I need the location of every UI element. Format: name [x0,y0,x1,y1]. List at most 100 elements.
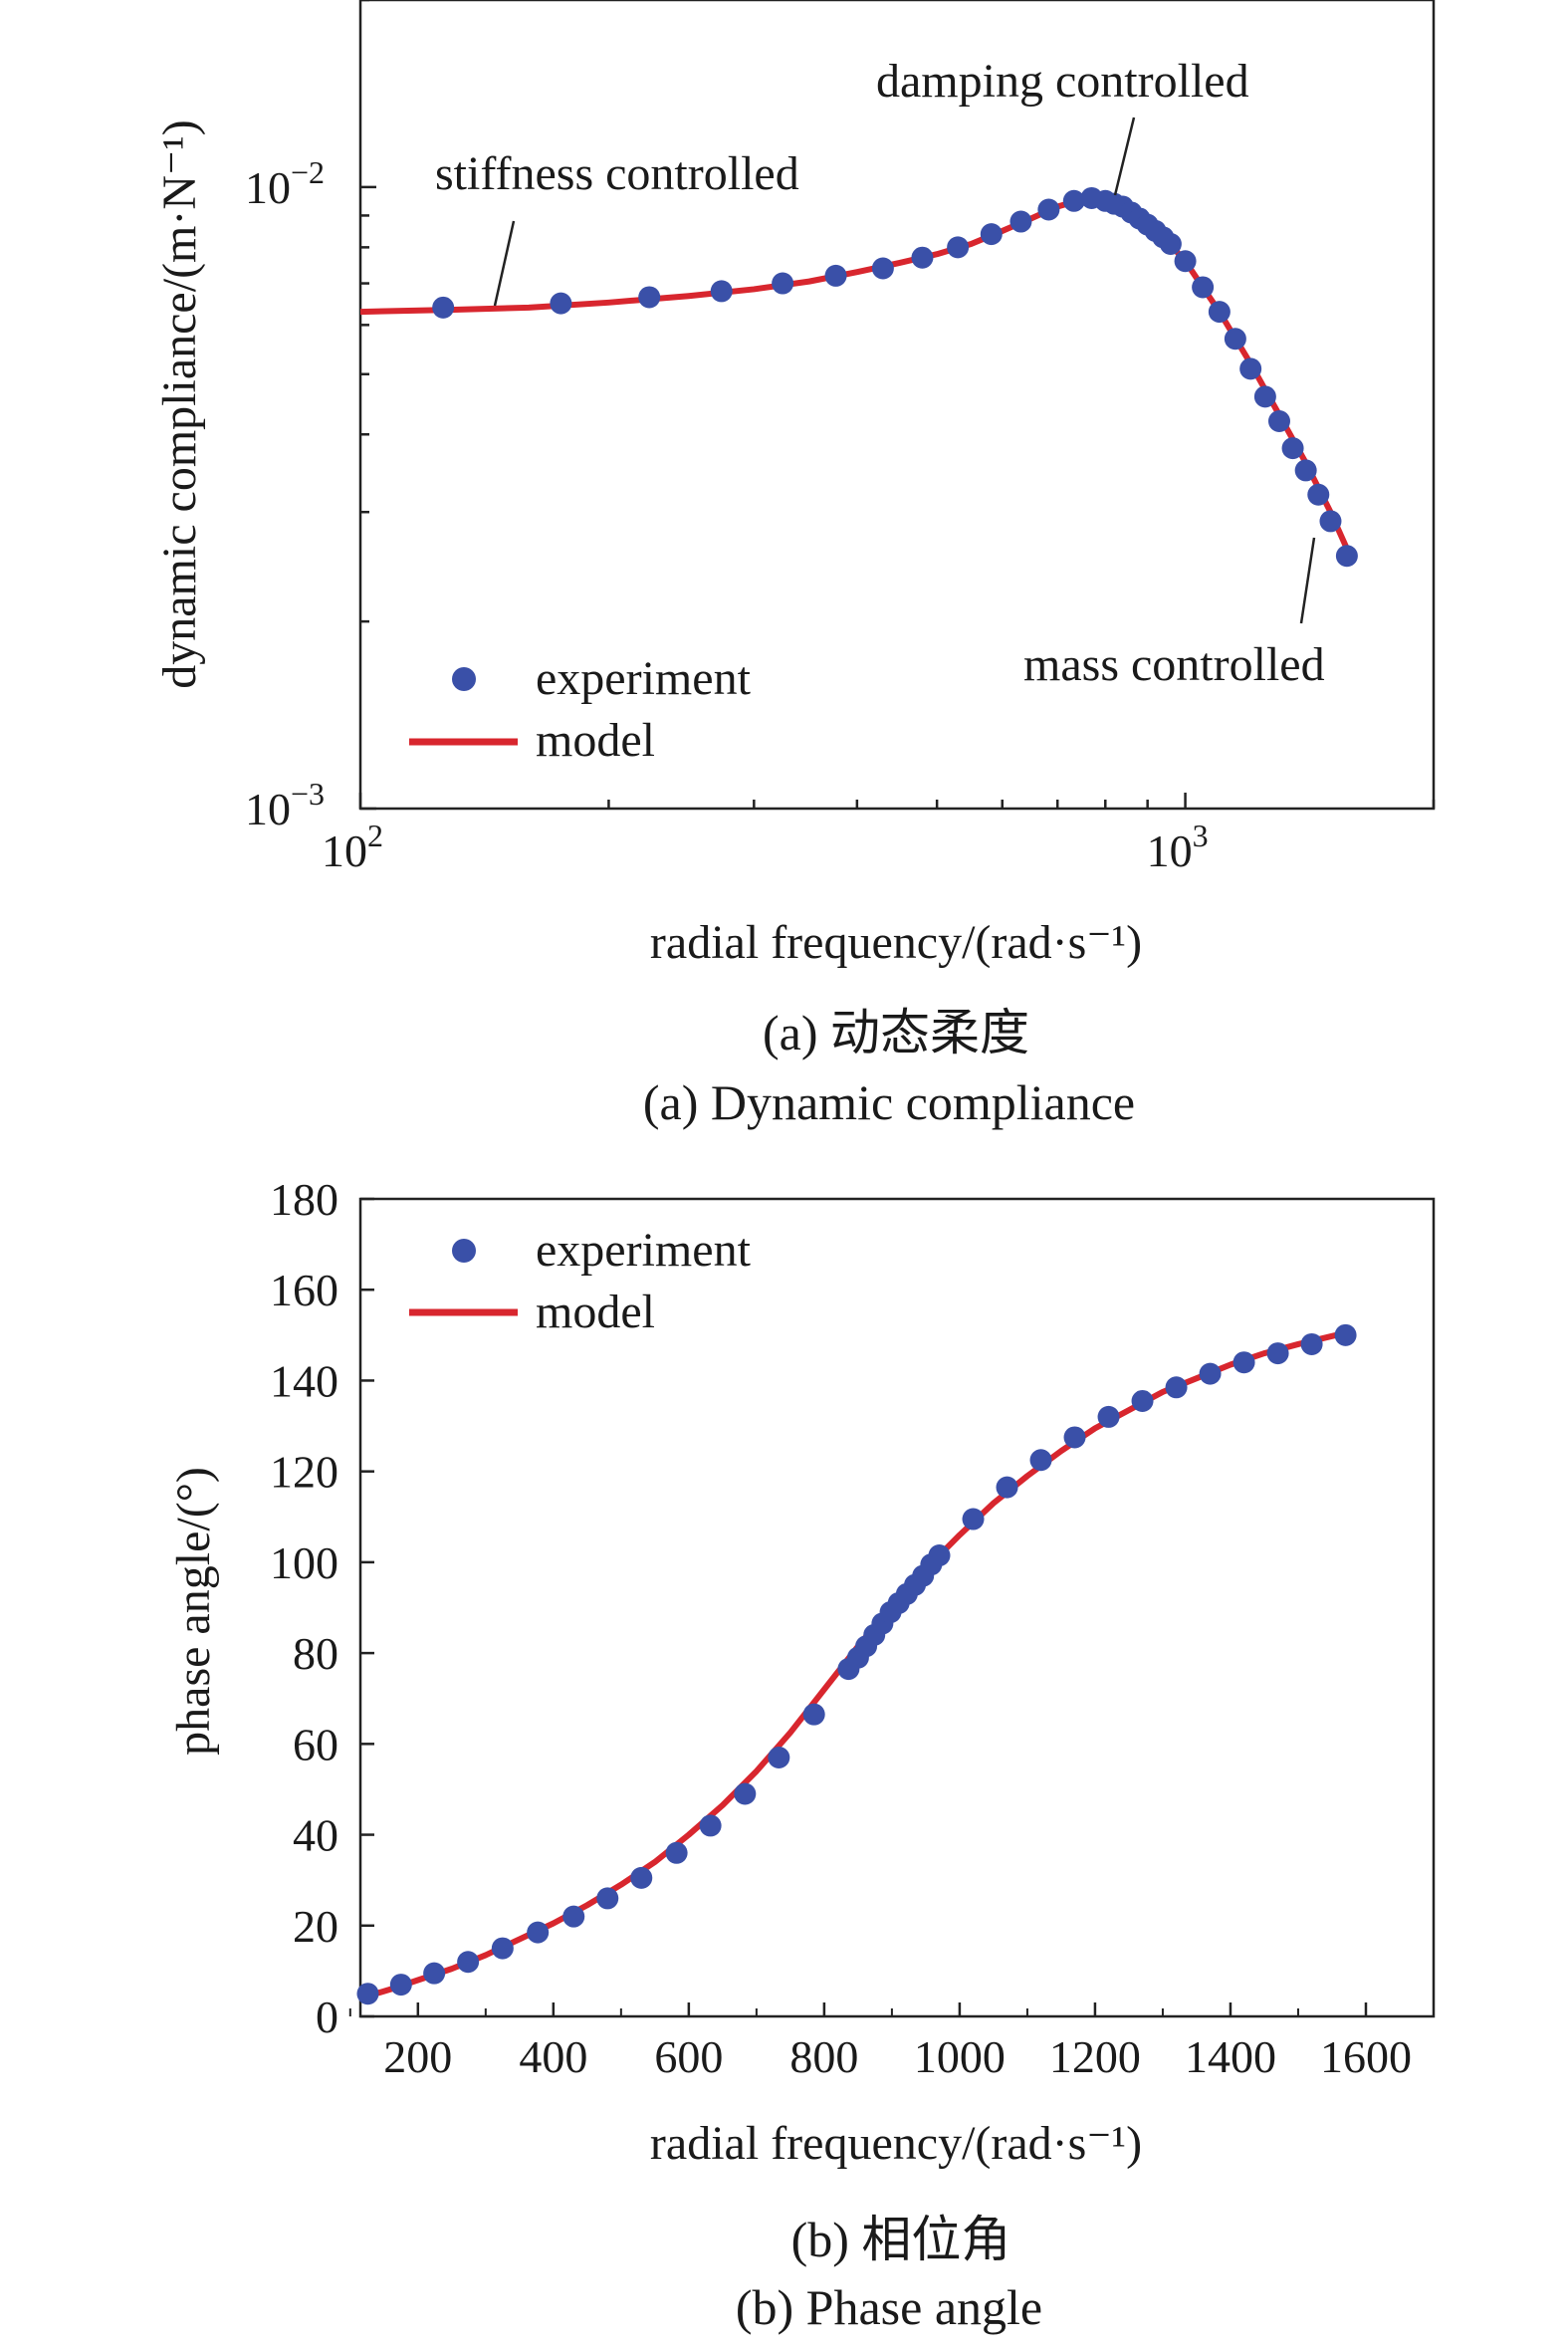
panel-b-phase-chart: 200 400 600 800 1000 1200 1400 1600 0 20 40 60 80 100… [167,1174,1436,2335]
experiment-point [389,1974,412,1997]
experiment-point [911,246,934,269]
experiment-point [1334,1323,1357,1346]
y-tick-label: 60 [293,1719,338,1769]
panel-b-legend: experiment model [409,1224,752,1338]
x-tick-label: 1200 [1049,2031,1141,2082]
experiment-point [1192,276,1215,299]
experiment-point [1131,1389,1154,1412]
x-tick-label: 800 [789,2031,858,2082]
annotation-damping-leader [1113,117,1136,196]
panel-b-y-axis-title: phase angle/(°) [167,1467,220,1756]
experiment-point [1294,459,1317,482]
experiment-point [980,223,1003,246]
experiment-point [1165,1376,1188,1399]
experiment-point [996,1476,1018,1499]
legend-experiment-marker [452,667,476,691]
x-tick-label: 1600 [1320,2031,1412,2082]
experiment-point [423,1962,446,1985]
panel-a-compliance-chart: 102 103 10−3 10−2 stiffness controlled damp… [153,0,1436,1130]
panel-a-plot-frame [358,0,1436,811]
experiment-point [928,1544,951,1567]
legend-experiment-marker [452,1239,476,1263]
panel-a-x-axis-title: radial frequency/(rad·s⁻¹) [650,916,1142,969]
y-tick-label: 80 [293,1628,338,1679]
x-tick-label: 102 [322,818,383,876]
annotation-stiffness-controlled: stiffness controlled [435,147,799,200]
panel-a-legend: experiment model [409,652,752,767]
x-tick-label: 600 [654,2031,723,2082]
experiment-point [710,280,733,303]
experiment-point [1097,1405,1120,1428]
experiment-point [1029,1449,1052,1472]
y-tick-label: 0 [316,1992,338,2042]
experiment-point [550,292,572,315]
x-tick-label: 400 [519,2031,587,2082]
y-tick-label: 20 [293,1901,338,1952]
model-line [359,194,1350,551]
experiment-point [1208,301,1231,324]
annotation-mass-controlled: mass controlled [1023,638,1325,691]
panel-a-caption-english: (a) Dynamic compliance [643,1074,1135,1130]
experiment-point [802,1703,825,1726]
experiment-point [356,1983,379,2005]
panel-b-caption-english: (b) Phase angle [736,2279,1042,2335]
annotation-stiffness-leader [493,220,516,307]
x-tick-label: 1000 [914,2031,1006,2082]
experiment-point [1335,545,1358,568]
panel-a-caption-chinese: (a) 动态柔度 [763,1005,1029,1060]
panel-b-caption-chinese: (b) 相位角 [791,2212,1011,2267]
y-tick-label: 100 [270,1537,338,1588]
experiment-point [699,1814,722,1837]
legend-model-label: model [536,1286,655,1338]
experiment-point [1063,1426,1086,1449]
experiment-point [1239,357,1262,380]
experiment-point [1307,483,1330,506]
y-tick-label: 120 [270,1447,338,1498]
experiment-point [1267,410,1290,433]
experiment-point [962,1508,985,1530]
x-tick-label: 200 [383,2031,452,2082]
experiment-point [1199,1362,1222,1385]
experiment-point [665,1841,688,1864]
experiment-point [596,1887,619,1910]
experiment-point [630,1866,653,1889]
x-tick-label: 103 [1147,818,1209,876]
experiment-point [491,1937,514,1960]
y-tick-label: 10−2 [245,154,325,213]
panel-b-plot-frame [358,1197,1436,2018]
legend-experiment-label: experiment [536,652,752,705]
experiment-point [457,1951,480,1974]
panel-a-y-axis-title: dynamic compliance/(m·N⁻¹) [153,119,206,689]
experiment-point [1319,510,1342,533]
experiment-point [947,236,970,259]
experiment-point [772,272,794,295]
annotation-damping-controlled: damping controlled [876,55,1249,108]
legend-experiment-label: experiment [536,1224,752,1277]
y-tick-label: 160 [270,1265,338,1315]
experiment-point [1037,198,1060,221]
experiment-point [562,1905,585,1928]
experiment-point [1174,250,1197,273]
y-tick-label: 140 [270,1355,338,1406]
experiment-point [768,1747,790,1769]
experiment-point [871,257,894,280]
experiment-point [638,286,661,309]
experiment-point [1062,189,1085,212]
experiment-point [1009,210,1032,233]
y-tick-label: 10−3 [245,776,325,834]
x-tick-label: 1400 [1185,2031,1276,2082]
experiment-point [1266,1342,1289,1365]
experiment-point [1281,437,1304,460]
experiment-point [1253,385,1276,408]
experiment-point [527,1921,550,1944]
experiment-point [734,1782,757,1805]
experiment-point [824,264,847,287]
legend-model-label: model [536,714,655,767]
y-tick-label: 40 [293,1810,338,1861]
experiment-point [432,296,455,319]
experiment-point [1224,328,1246,351]
experiment-point [1159,232,1182,255]
experiment-point [1300,1332,1323,1355]
annotation-mass-leader [1299,537,1316,624]
